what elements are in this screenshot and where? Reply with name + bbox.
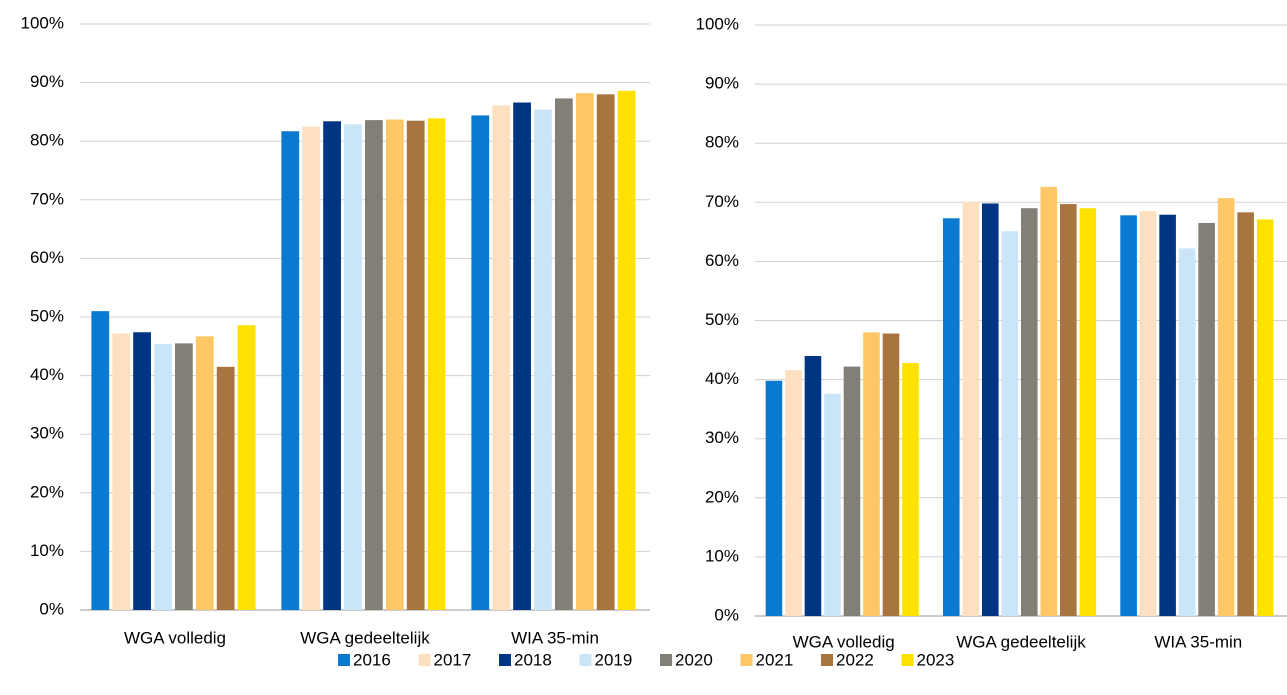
bar [765,380,783,616]
bar [981,203,999,616]
bar [406,120,425,610]
bar [1060,204,1077,616]
bar [1159,214,1176,616]
legend-swatch [338,654,350,666]
y-tick-label: 40% [705,369,739,388]
bar [492,105,511,610]
legend-label: 2021 [756,650,794,669]
y-tick-label: 10% [30,541,64,560]
bar [843,366,861,616]
bar [427,118,446,610]
bar [596,94,615,610]
x-tick-label: WGA gedeeltelijk [300,628,430,647]
legend-swatch [740,654,753,666]
bar [302,126,321,611]
y-tick-label: 60% [705,251,739,270]
bar [1040,186,1058,616]
bar [91,311,110,610]
bar [175,343,193,610]
y-tick-label: 0% [39,599,64,618]
bar [385,119,404,610]
y-tick-label: 30% [30,424,64,443]
bar [1139,211,1157,617]
bar [195,336,214,610]
legend-label: 2023 [917,650,955,669]
y-tick-label: 50% [705,310,739,329]
y-tick-label: 20% [30,482,64,501]
bar [112,333,131,610]
bar [365,120,383,610]
legend-swatch [901,654,914,666]
x-tick-label: WGA gedeeltelijk [956,632,1086,651]
legend-label: 2020 [675,650,713,669]
bar [555,98,573,610]
bar [323,121,341,610]
y-tick-label: 0% [714,605,739,624]
legend-label: 2022 [836,650,874,669]
bar [942,218,960,616]
y-tick-label: 80% [30,131,64,150]
y-tick-label: 100% [21,13,64,32]
y-tick-label: 30% [705,428,739,447]
bar [133,332,151,610]
y-tick-label: 80% [705,133,739,152]
legend-label: 2017 [434,650,472,669]
legend-label: 2018 [514,650,552,669]
bar [534,109,552,610]
bar [882,333,900,616]
bar [1001,231,1019,616]
bar [1178,248,1196,616]
y-tick-label: 70% [705,192,739,211]
bar [1217,198,1235,616]
y-tick-label: 90% [30,72,64,91]
bar [281,131,300,610]
bar [902,363,919,616]
legend-label: 2016 [353,650,391,669]
y-tick-label: 100% [696,14,739,33]
y-tick-label: 10% [705,546,739,565]
y-tick-label: 60% [30,248,64,267]
bar [1237,212,1254,617]
legend-swatch [499,654,511,666]
x-tick-label: WGA volledig [124,628,226,647]
bar [237,325,256,610]
bar [804,355,822,616]
bar [513,102,531,611]
bar [1021,208,1038,616]
bar [1079,208,1097,616]
bar [1256,219,1274,616]
y-tick-label: 40% [30,365,64,384]
x-tick-label: WIA 35-min [1154,632,1242,651]
bar [785,370,802,616]
bar [216,366,235,610]
legend-swatch [821,654,833,666]
bar [575,93,594,610]
bar [344,124,362,611]
bar [1120,215,1137,616]
bar [154,343,172,610]
bar [962,201,980,617]
legend-label: 2019 [595,650,633,669]
bar [863,332,880,616]
y-tick-label: 90% [705,74,739,93]
y-tick-label: 20% [705,487,739,506]
bar [1198,222,1215,617]
legend-swatch [660,654,672,666]
bar [471,115,490,610]
y-tick-label: 70% [30,189,64,208]
bar [824,393,841,616]
y-tick-label: 50% [30,306,64,325]
bar [617,90,636,610]
legend-swatch [418,654,431,666]
x-tick-label: WGA volledig [793,632,895,651]
legend-swatch [579,654,592,666]
x-tick-label: WIA 35-min [511,628,599,647]
